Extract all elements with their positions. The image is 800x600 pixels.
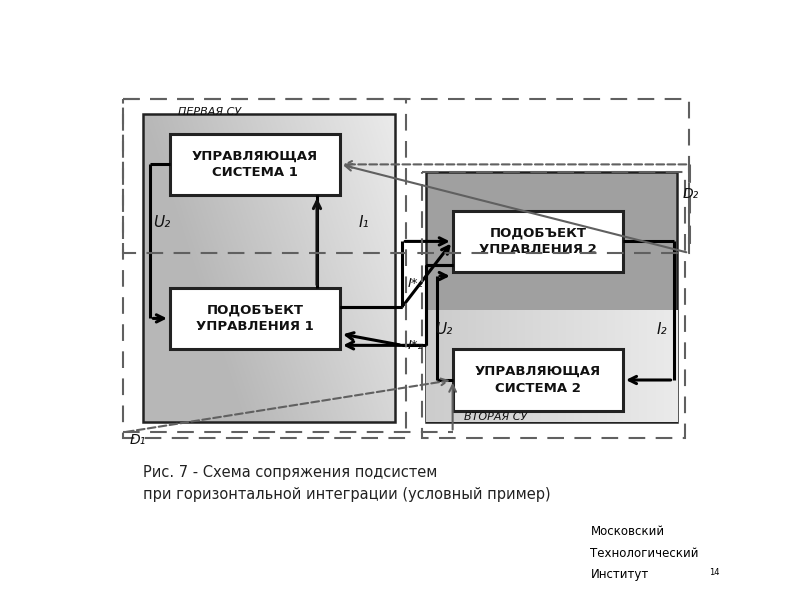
- Bar: [170, 134, 340, 195]
- Text: 14: 14: [709, 568, 719, 577]
- Text: ПЕРВАЯ СУ: ПЕРВАЯ СУ: [178, 107, 241, 117]
- Bar: [170, 287, 340, 349]
- Text: U₂: U₂: [153, 215, 170, 230]
- Text: ВТОРАЯ СУ: ВТОРАЯ СУ: [464, 412, 527, 422]
- Bar: [422, 172, 685, 438]
- Polygon shape: [562, 545, 579, 564]
- Text: I*₂: I*₂: [408, 277, 423, 290]
- Text: ПОДОБЪЕКТ
УПРАВЛЕНИЯ 2: ПОДОБЪЕКТ УПРАВЛЕНИЯ 2: [479, 226, 597, 256]
- Text: Московский: Московский: [590, 525, 665, 538]
- Text: УПРАВЛЯЮЩАЯ
СИСТЕМА 2: УПРАВЛЯЮЩАЯ СИСТЕМА 2: [475, 365, 601, 395]
- Bar: [142, 115, 394, 422]
- Polygon shape: [543, 538, 565, 564]
- Bar: [453, 211, 623, 272]
- Text: I₁: I₁: [359, 215, 370, 230]
- Text: Рис. 7 - Схема сопряжения подсистем
при горизонтальной интеграции (условный прим: Рис. 7 - Схема сопряжения подсистем при …: [142, 464, 550, 502]
- Text: МТИ: МТИ: [542, 574, 566, 583]
- Bar: [123, 99, 406, 438]
- Text: I*₂: I*₂: [408, 339, 423, 352]
- Text: УПРАВЛЯЮЩАЯ
СИСТЕМА 1: УПРАВЛЯЮЩАЯ СИСТЕМА 1: [192, 149, 318, 179]
- Polygon shape: [529, 545, 547, 564]
- Text: D₁: D₁: [130, 433, 146, 447]
- Text: ПОДОБЪЕКТ
УПРАВЛЕНИЯ 1: ПОДОБЪЕКТ УПРАВЛЕНИЯ 1: [196, 304, 314, 334]
- Text: Технологический: Технологический: [590, 547, 699, 560]
- Bar: [426, 172, 678, 422]
- Text: D₂: D₂: [683, 187, 699, 200]
- Text: U₂: U₂: [435, 322, 452, 337]
- Bar: [453, 349, 623, 411]
- Text: Институт: Институт: [590, 568, 649, 581]
- Text: I₂: I₂: [657, 322, 667, 337]
- Bar: [123, 99, 689, 253]
